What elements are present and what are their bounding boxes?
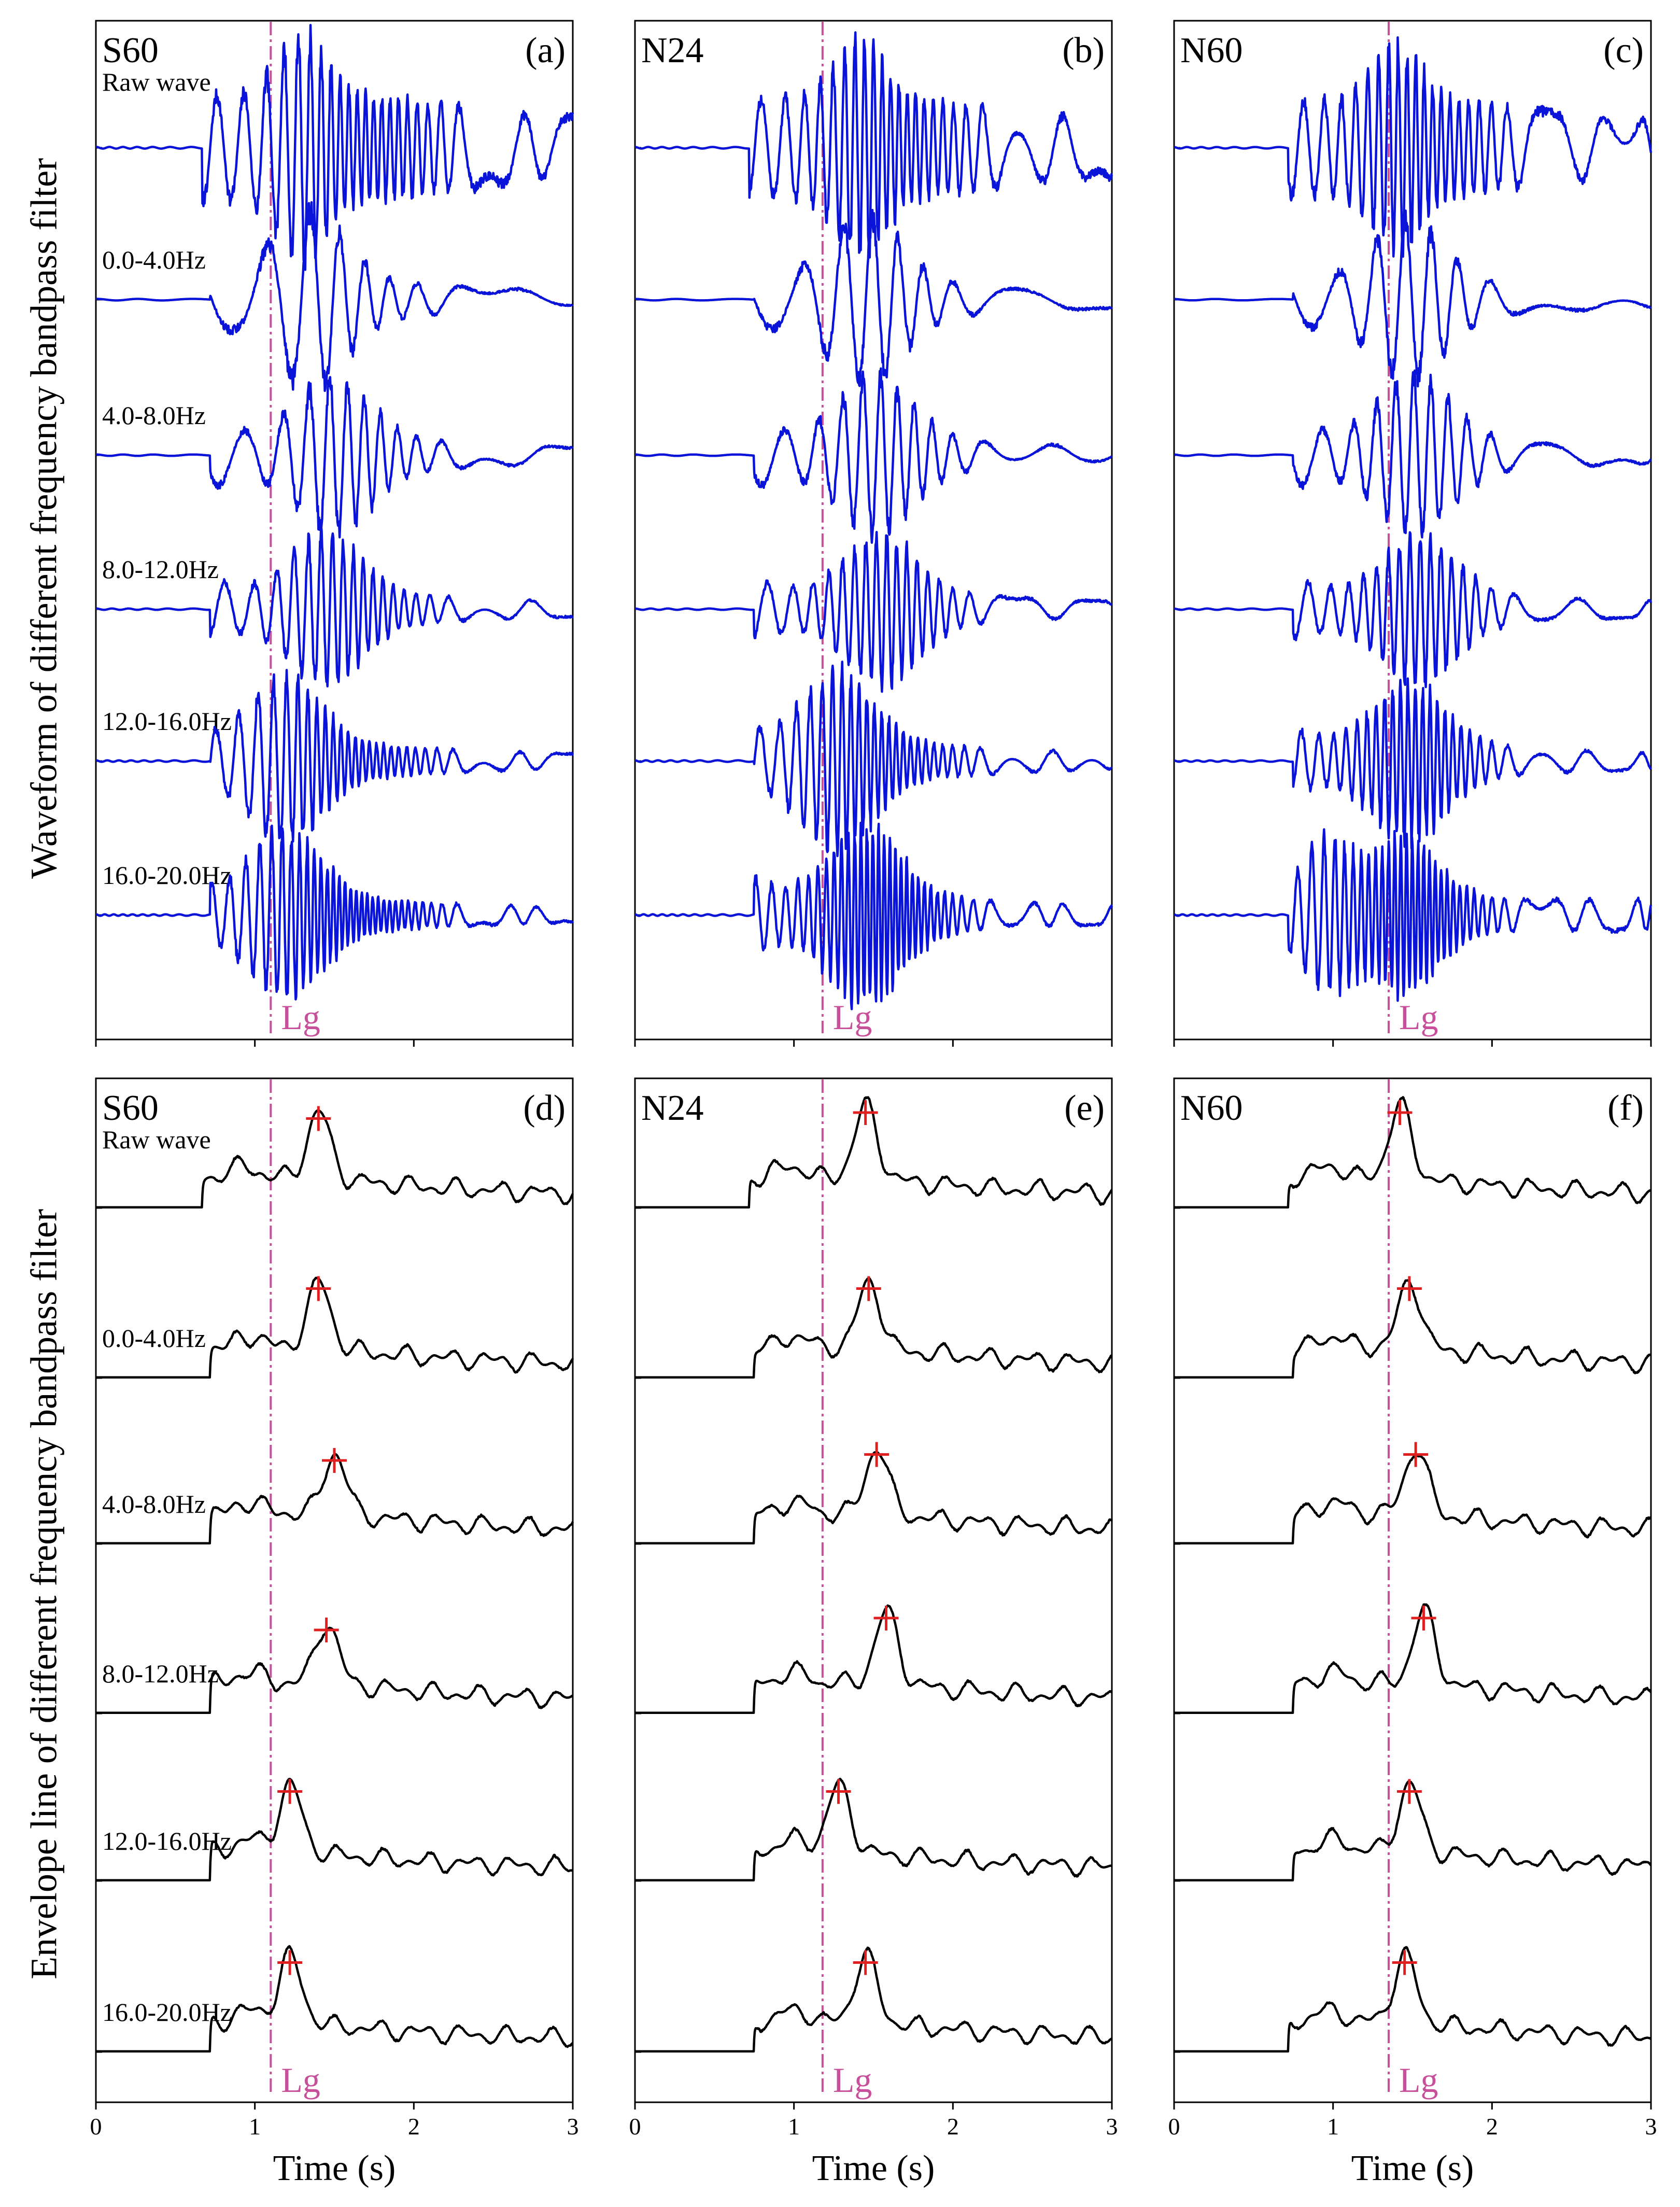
envelope-trace-e-2: [634, 1451, 1113, 1545]
x-tick-label-d-2: 2: [408, 2113, 420, 2140]
lg-label-e: Lg: [833, 2060, 872, 2100]
waveform-trace-c-5: [1173, 828, 1653, 1002]
trace-label-d-5: 16.0-20.0Hz: [102, 1998, 232, 2027]
waveform-trace-b-0: [634, 31, 1113, 259]
panel-frame-c: [1173, 20, 1652, 1041]
waveform-trace-b-2: [634, 367, 1113, 544]
waveform-trace-c-0: [1173, 36, 1653, 258]
station-label-c: N60: [1180, 31, 1243, 71]
lg-label-d: Lg: [281, 2060, 320, 2100]
x-tick-label-d-3: 3: [567, 2113, 579, 2140]
envelope-trace-d-1: [95, 1276, 574, 1379]
x-tick-label-e-3: 3: [1106, 2113, 1118, 2140]
x-tick-label-f-0: 0: [1168, 2113, 1180, 2140]
x-axis-label-f: Time (s): [1351, 2148, 1474, 2188]
waveform-trace-b-3: [634, 531, 1113, 693]
envelope-trace-d-0: [95, 1109, 574, 1209]
station-label-d: S60: [102, 1088, 159, 1128]
x-tick-label-e-1: 1: [788, 2113, 800, 2140]
waveform-trace-b-1: [634, 208, 1113, 387]
envelope-trace-e-1: [634, 1276, 1113, 1379]
lg-label-c: Lg: [1399, 997, 1438, 1037]
panel-frame-e: [634, 1077, 1113, 2103]
panel-frame-a: [95, 20, 574, 1041]
x-tick-label-f-3: 3: [1645, 2113, 1657, 2140]
lg-label-f: Lg: [1399, 2060, 1438, 2100]
trace-label-d-3: 8.0-12.0Hz: [102, 1659, 219, 1688]
trace-label-d-2: 4.0-8.0Hz: [102, 1489, 206, 1519]
trace-label-d-0: Raw wave: [102, 1125, 211, 1154]
panel-label-d: (d): [523, 1088, 566, 1128]
waveform-trace-c-3: [1173, 531, 1653, 688]
panel-label-f: (f): [1607, 1088, 1644, 1128]
panel-label-a: (a): [525, 31, 566, 71]
trace-label-d-1: 0.0-4.0Hz: [102, 1324, 206, 1353]
panel-label-c: (c): [1603, 31, 1644, 71]
station-label-f: N60: [1180, 1088, 1243, 1128]
trace-label-a-0: Raw wave: [102, 67, 211, 96]
trace-label-a-3: 8.0-12.0Hz: [102, 555, 219, 584]
envelope-trace-d-5: [95, 1945, 574, 2053]
envelope-trace-f-5: [1173, 1946, 1652, 2053]
y-axis-label-waveform: Waveform of different frequency bandpass…: [23, 158, 65, 879]
panel-frame-f: [1173, 1077, 1652, 2103]
waveform-trace-a-3: [95, 525, 574, 688]
trace-label-a-2: 4.0-8.0Hz: [102, 401, 206, 430]
x-axis-label-e: Time (s): [812, 2148, 935, 2188]
waveform-trace-c-1: [1173, 209, 1652, 388]
station-label-b: N24: [641, 31, 704, 71]
envelope-trace-f-1: [1173, 1279, 1652, 1379]
envelope-trace-f-4: [1173, 1780, 1652, 1882]
envelope-trace-d-4: [95, 1778, 574, 1882]
waveform-trace-c-4: [1173, 677, 1652, 850]
waveform-trace-c-2: [1173, 369, 1652, 539]
waveform-trace-a-2: [95, 376, 574, 539]
envelope-trace-e-3: [634, 1604, 1113, 1714]
waveform-trace-b-4: [634, 660, 1113, 858]
envelope-trace-f-0: [1173, 1096, 1652, 1209]
trace-label-a-1: 0.0-4.0Hz: [102, 245, 206, 274]
trace-label-a-4: 12.0-16.0Hz: [102, 707, 232, 736]
envelope-trace-f-3: [1173, 1603, 1652, 1714]
station-label-a: S60: [102, 31, 159, 71]
x-tick-label-f-1: 1: [1327, 2113, 1339, 2140]
x-tick-label-f-2: 2: [1486, 2113, 1498, 2140]
station-label-e: N24: [641, 1088, 704, 1128]
x-tick-label-d-0: 0: [90, 2113, 102, 2140]
x-tick-label-d-1: 1: [249, 2113, 261, 2140]
x-axis-label-d: Time (s): [273, 2148, 396, 2188]
envelope-trace-e-0: [634, 1096, 1113, 1209]
waveform-trace-b-5: [634, 821, 1113, 1010]
envelope-trace-d-3: [95, 1626, 574, 1714]
waveform-trace-a-0: [95, 24, 574, 271]
waveform-trace-a-4: [95, 669, 574, 843]
waveform-trace-a-1: [95, 201, 574, 392]
envelope-trace-f-2: [1173, 1454, 1652, 1545]
x-tick-label-e-2: 2: [947, 2113, 959, 2140]
panel-label-e: (e): [1064, 1088, 1105, 1128]
x-tick-label-e-0: 0: [629, 2113, 641, 2140]
panel-frame-b: [634, 20, 1113, 1041]
waveform-trace-a-5: [95, 824, 574, 1001]
envelope-trace-e-4: [634, 1777, 1113, 1882]
lg-label-a: Lg: [281, 997, 320, 1037]
envelope-trace-e-5: [634, 1946, 1113, 2053]
panel-frame-d: [95, 1077, 574, 2103]
y-axis-label-envelope: Envelope line of different frequency ban…: [23, 1208, 65, 1980]
panel-label-b: (b): [1062, 31, 1105, 71]
